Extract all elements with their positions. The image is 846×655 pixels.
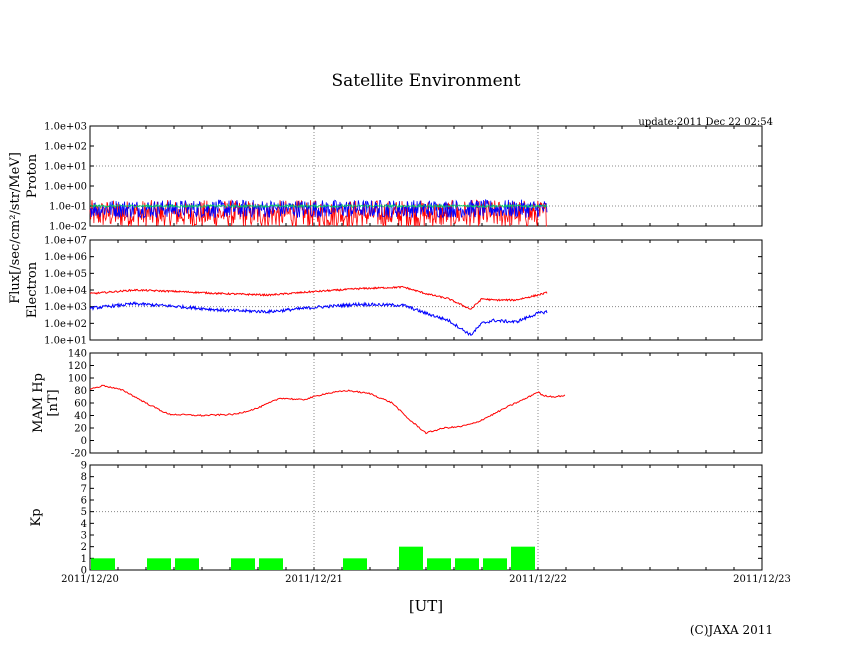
kp-ytick-label: 9 (81, 461, 87, 472)
x-tick-label: 2011/12/20 (61, 574, 119, 585)
proton-ytick-label: 1.0e+02 (44, 142, 87, 153)
kp-bar (175, 558, 199, 570)
kp-ytick-label: 5 (81, 507, 87, 518)
electron-blue-series (90, 302, 547, 335)
proton-ytick-label: 1.0e+03 (44, 122, 87, 133)
kp-ytick-label: 4 (81, 519, 87, 530)
kp-ytick-label: 1 (81, 554, 87, 565)
kp-frame (90, 465, 762, 570)
mam_hp-ytick-label: 140 (68, 349, 87, 360)
kp-bar (455, 558, 479, 570)
proton-ytick-label: 1.0e-01 (49, 202, 87, 213)
x-tick-label: 2011/12/21 (285, 574, 343, 585)
flux-axis-label: Flux[/sec/cm²/str/MeV] (8, 152, 23, 304)
kp-bar (511, 547, 535, 570)
satellite-environment-chart: Satellite Environment update:2011 Dec 22… (0, 0, 846, 655)
electron-ytick-label: 1.0e+03 (44, 302, 87, 313)
electron-frame (90, 240, 762, 340)
kp-ytick-label: 7 (81, 484, 87, 495)
electron-ylabel: Electron (25, 261, 40, 318)
kp-bar (91, 558, 115, 570)
mam_hp-ytick-label: 100 (68, 374, 87, 385)
copyright: (C)JAXA 2011 (690, 623, 773, 637)
mam_hp-ytick-label: 20 (74, 424, 87, 435)
proton-ytick-label: 1.0e+01 (44, 162, 87, 173)
mam_hp-ytick-label: -20 (71, 449, 87, 460)
mam_hp-ytick-label: 40 (74, 411, 87, 422)
kp-ytick-label: 6 (81, 496, 87, 507)
mam_hp-ytick-label: 0 (81, 436, 87, 447)
kp-ytick-label: 8 (81, 472, 87, 483)
mam_hp-ytick-label: 120 (68, 361, 87, 372)
kp-bar (399, 547, 423, 570)
proton-ytick-label: 1.0e-02 (49, 222, 87, 233)
electron-ytick-label: 1.0e+05 (44, 269, 87, 280)
mam_hp-ylabel: [nT] (46, 389, 61, 416)
mam_hp-frame (90, 353, 762, 453)
mam_hp-ytick-label: 80 (74, 386, 87, 397)
electron-ytick-label: 1.0e+04 (44, 286, 87, 297)
x-tick-label: 2011/12/23 (733, 574, 791, 585)
mam_hp-Hp-series (90, 385, 565, 433)
mam_hp-ytick-label: 60 (74, 399, 87, 410)
electron-ytick-label: 1.0e+06 (44, 252, 87, 263)
electron-ytick-label: 1.0e+02 (44, 319, 87, 330)
kp-bar (231, 558, 255, 570)
x-axis-unit: [UT] (409, 597, 443, 615)
x-tick-label: 2011/12/22 (509, 574, 567, 585)
kp-bar (427, 558, 451, 570)
kp-ylabel: Kp (29, 508, 44, 526)
kp-bar (147, 558, 171, 570)
kp-ytick-label: 2 (81, 542, 87, 553)
kp-ytick-label: 3 (81, 531, 87, 542)
proton-ylabel: Proton (25, 153, 40, 198)
mam_hp-ylabel: MAM Hp (31, 373, 46, 433)
kp-bar (259, 558, 283, 570)
proton-ytick-label: 1.0e+00 (44, 182, 87, 193)
electron-ytick-label: 1.0e+01 (44, 336, 87, 347)
kp-bar (483, 558, 507, 570)
page-title: Satellite Environment (332, 71, 521, 91)
electron-ytick-label: 1.0e+07 (44, 236, 87, 247)
kp-bar (343, 558, 367, 570)
